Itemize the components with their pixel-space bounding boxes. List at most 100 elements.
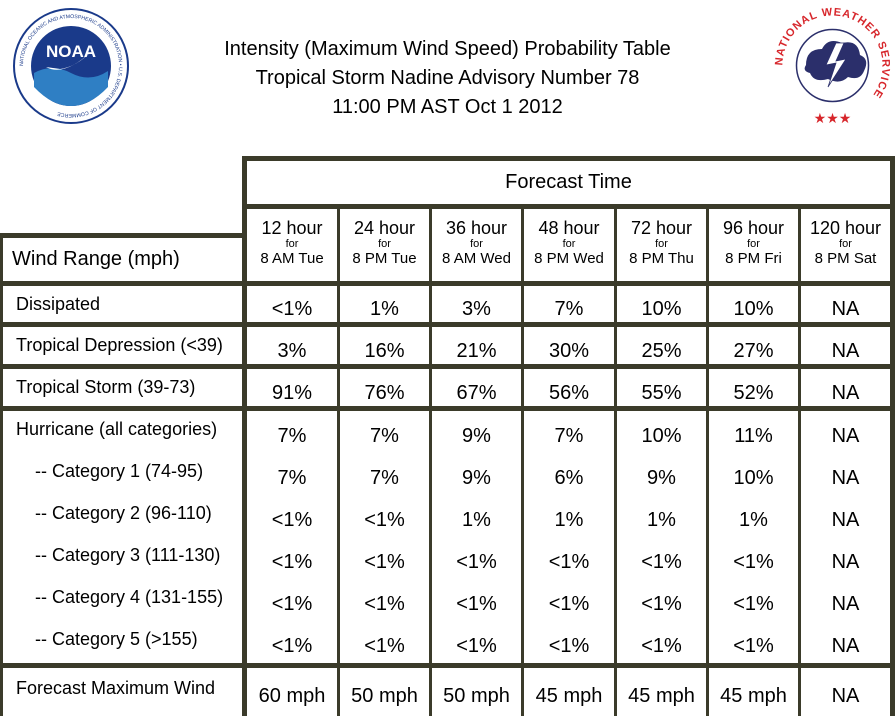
table-cell: 1% xyxy=(739,508,768,531)
hurricane-column-block xyxy=(524,411,614,663)
table-cell: 7% xyxy=(277,424,307,447)
column-header-24h: 24 hour for 8 PM Tue xyxy=(340,209,429,281)
column-header-12h: 12 hour for 8 AM Tue xyxy=(247,209,337,281)
table-cell: 60 mph xyxy=(247,668,337,716)
table-cell: 10% xyxy=(617,286,706,322)
table-cell: <1% xyxy=(364,634,405,657)
column-for: for xyxy=(747,238,760,250)
table-cell: 50 mph xyxy=(432,668,521,716)
table-cell: 27% xyxy=(709,327,798,364)
hurricane-column-block xyxy=(432,411,521,663)
noaa-logo: NOAA NATIONAL OCEANIC AND ATMOSPHERIC AD… xyxy=(13,8,129,124)
row-label-category-3: -- Category 3 (111-130) xyxy=(35,544,221,565)
table-cell: <1% xyxy=(271,550,313,573)
column-hour: 72 hour xyxy=(630,218,693,238)
table-cell: <1% xyxy=(364,550,405,573)
table-cell: 91% xyxy=(247,369,337,406)
column-time: 8 PM Tue xyxy=(352,250,417,267)
table-cell: NA xyxy=(831,592,860,615)
table-cell: 67% xyxy=(432,369,521,406)
table-cell: 11% xyxy=(734,424,773,447)
column-header-120h: 120 hour for 8 PM Sat xyxy=(801,209,890,281)
column-for: for xyxy=(470,238,483,250)
title-line-2: Tropical Storm Nadine Advisory Number 78 xyxy=(255,67,640,89)
row-label-category-4: -- Category 4 (131-155) xyxy=(35,586,224,607)
wind-range-header: Wind Range (mph) xyxy=(3,238,242,281)
table-cell: <1% xyxy=(733,634,774,657)
column-for: for xyxy=(839,238,852,250)
column-time: 8 PM Fri xyxy=(725,250,782,267)
row-label-tropical-storm: Tropical Storm (39-73) xyxy=(3,369,242,406)
table-cell: 7% xyxy=(370,466,399,489)
table-cell: 25% xyxy=(617,327,706,364)
table-cell: NA xyxy=(831,424,860,447)
table-cell: <1% xyxy=(733,550,774,573)
hurricane-column-block xyxy=(801,411,890,663)
column-header-96h: 96 hour for 8 PM Fri xyxy=(709,209,798,281)
table-cell: 45 mph xyxy=(524,668,614,716)
table-cell: 10% xyxy=(709,286,798,322)
column-hour: 24 hour xyxy=(353,218,416,238)
table-cell: <1% xyxy=(548,592,590,615)
column-time: 8 PM Sat xyxy=(814,250,877,267)
column-hour: 12 hour xyxy=(261,218,323,238)
table-cell: <1% xyxy=(641,592,682,615)
table-cell: <1% xyxy=(364,592,405,615)
table-cell: <1% xyxy=(733,592,774,615)
table-cell: <1% xyxy=(456,592,497,615)
table-cell: 1% xyxy=(554,508,584,531)
table-cell: NA xyxy=(801,327,890,364)
table-cell: 3% xyxy=(247,327,337,364)
column-time: 8 PM Thu xyxy=(629,250,694,267)
table-cell: 30% xyxy=(524,327,614,364)
table-cell: 55% xyxy=(617,369,706,406)
table-cell: NA xyxy=(831,550,860,573)
table-cell: 7% xyxy=(370,424,399,447)
table-cell: 45 mph xyxy=(617,668,706,716)
table-cell: 7% xyxy=(524,286,614,322)
column-hour: 48 hour xyxy=(538,218,600,238)
table-cell: 16% xyxy=(340,327,429,364)
table-cell: 10% xyxy=(641,424,682,447)
forecast-time-header: Forecast Time xyxy=(247,161,890,204)
row-label-category-5: -- Category 5 (>155) xyxy=(35,628,198,649)
column-header-48h: 48 hour for 8 PM Wed xyxy=(524,209,614,281)
table-cell: 56% xyxy=(524,369,614,406)
table-cell: NA xyxy=(801,668,890,716)
table-cell: 50 mph xyxy=(340,668,429,716)
table-cell: <1% xyxy=(271,592,313,615)
table-cell: <1% xyxy=(271,634,313,657)
column-time: 8 PM Wed xyxy=(534,250,604,267)
table-cell: 1% xyxy=(647,508,676,531)
row-label-tropical-depression: Tropical Depression (<39) xyxy=(3,327,242,364)
table-cell: 1% xyxy=(462,508,491,531)
row-label-dissipated: Dissipated xyxy=(3,286,242,322)
hurricane-column-block xyxy=(709,411,798,663)
table-cell: 45 mph xyxy=(709,668,798,716)
table-cell: NA xyxy=(831,466,860,489)
hurricane-column-block xyxy=(247,411,337,663)
table-cell: <1% xyxy=(641,634,682,657)
nws-logo: NATIONAL WEATHER SERVICE ★★★ xyxy=(772,5,893,126)
table-cell: 76% xyxy=(340,369,429,406)
table-cell: <1% xyxy=(641,550,682,573)
table-cell: <1% xyxy=(456,634,497,657)
table-cell: 6% xyxy=(554,466,584,489)
column-for: for xyxy=(285,238,299,250)
title-line-1: Intensity (Maximum Wind Speed) Probabili… xyxy=(224,38,671,60)
row-label-category-1: -- Category 1 (74-95) xyxy=(35,460,204,481)
noaa-logo-text: NOAA xyxy=(46,42,96,61)
column-hour: 36 hour xyxy=(445,218,508,238)
table-cell: <1% xyxy=(548,634,590,657)
table-cell: 9% xyxy=(462,424,491,447)
column-header-72h: 72 hour for 8 PM Thu xyxy=(617,209,706,281)
column-time: 8 AM Wed xyxy=(442,250,511,267)
column-for: for xyxy=(562,238,576,250)
column-for: for xyxy=(378,238,391,250)
table-cell: NA xyxy=(801,286,890,322)
table-cell: 21% xyxy=(432,327,521,364)
column-header-36h: 36 hour for 8 AM Wed xyxy=(432,209,521,281)
hurricane-column-block xyxy=(340,411,429,663)
hurricane-column-block xyxy=(617,411,706,663)
table-cell: 10% xyxy=(733,466,774,489)
